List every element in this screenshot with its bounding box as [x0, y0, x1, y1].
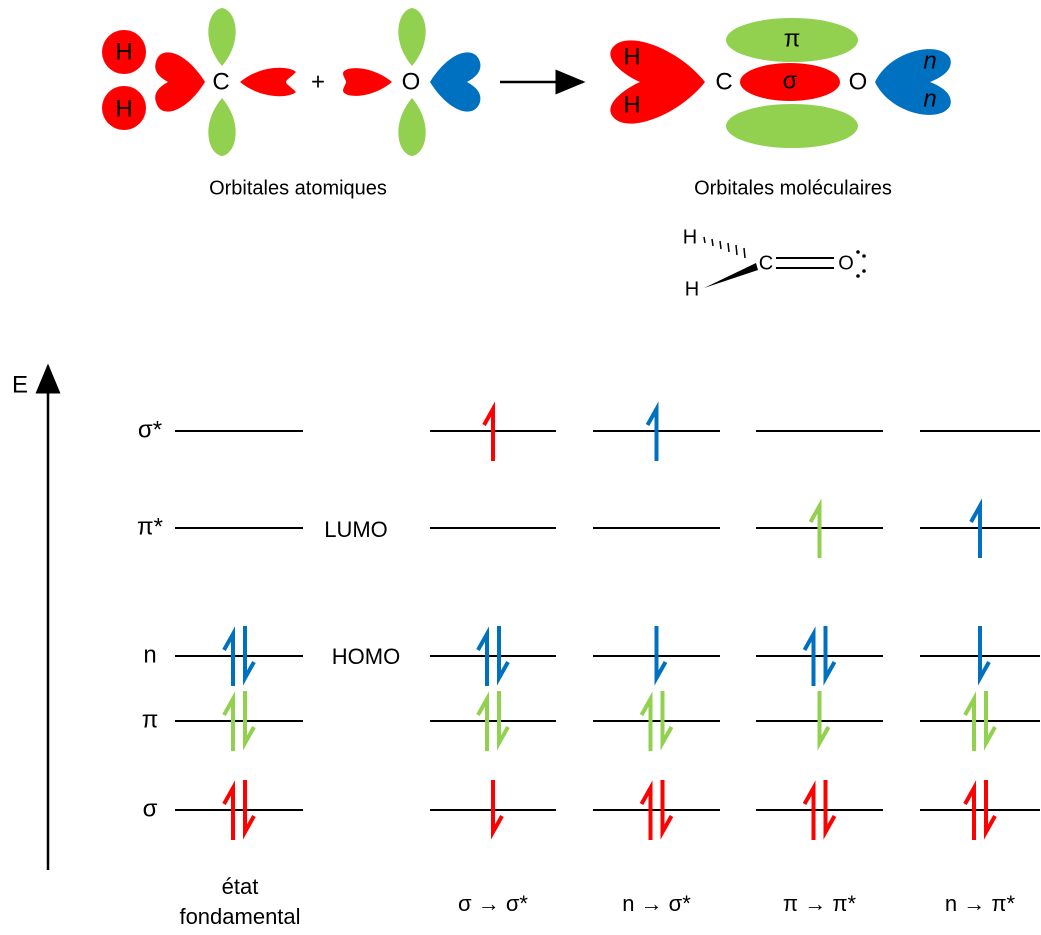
orbital-label: n [923, 85, 936, 112]
level-label: π* [137, 513, 163, 540]
level-label: σ [143, 795, 158, 822]
orbital-label: π [784, 25, 801, 52]
axis-label: E [12, 371, 28, 398]
level-label: σ* [138, 416, 162, 443]
electron-down [497, 691, 510, 751]
electron-down [243, 780, 256, 840]
atom: H [623, 43, 640, 70]
electron-up [969, 498, 982, 558]
electron-up [482, 401, 495, 461]
homo-label: HOMO [332, 644, 400, 669]
electron-down [497, 626, 510, 686]
electron-up [645, 401, 659, 461]
electron-down [243, 691, 256, 751]
electron-down [984, 691, 997, 751]
column-label: σ → σ* [458, 891, 528, 916]
level-label: π [142, 706, 159, 733]
electron-down [823, 780, 837, 840]
electron-down [243, 626, 256, 686]
atom: O [838, 252, 854, 274]
electron-up [639, 691, 653, 751]
electron-up [802, 780, 816, 840]
atomic-orbitals: H H C + O [102, 8, 481, 156]
atom: C [715, 68, 732, 95]
atom: H [115, 38, 132, 65]
levels: σ* π* n π σ état fondamental σ → σ* n → σ* π → π*… [137, 401, 1040, 929]
electron-up [222, 691, 235, 751]
orbital-label: n [923, 47, 936, 74]
orbital-label: σ [783, 67, 798, 94]
column-label: π → π* [783, 891, 857, 916]
structure: H H C O [683, 226, 866, 300]
electron-down [491, 780, 504, 840]
atom: C [759, 252, 773, 274]
column-label: n → σ* [622, 891, 691, 916]
electron-up [963, 780, 976, 840]
electron-up [222, 780, 235, 840]
molecular-orbitals: H H C π σ O n n [610, 18, 951, 148]
atom: H [623, 91, 640, 118]
column-label: n → π* [945, 891, 1016, 916]
atom: H [683, 226, 697, 248]
electron-up [476, 626, 489, 686]
electron-up [222, 626, 235, 686]
column-label: état [222, 874, 259, 899]
electron-down [660, 691, 674, 751]
electron-up [808, 498, 822, 558]
electron-up [802, 626, 816, 686]
atom: O [849, 68, 868, 95]
atom: H [115, 95, 132, 122]
electron-up [639, 780, 653, 840]
atom: C [212, 68, 229, 95]
level-label: n [143, 641, 156, 668]
electron-up [963, 691, 976, 751]
electron-down [978, 626, 991, 686]
lumo-label: LUMO [324, 517, 388, 542]
atom: H [685, 278, 699, 300]
column-label: fondamental [179, 904, 300, 929]
electron-down [654, 626, 668, 686]
plus: + [311, 68, 325, 95]
electron-up [476, 691, 489, 751]
electron-down [660, 780, 674, 840]
caption: Orbitales moléculaires [694, 177, 892, 199]
electron-down [817, 691, 831, 751]
electron-down [984, 780, 997, 840]
caption: Orbitales atomiques [209, 177, 387, 199]
atom: O [402, 68, 421, 95]
electron-down [823, 626, 837, 686]
